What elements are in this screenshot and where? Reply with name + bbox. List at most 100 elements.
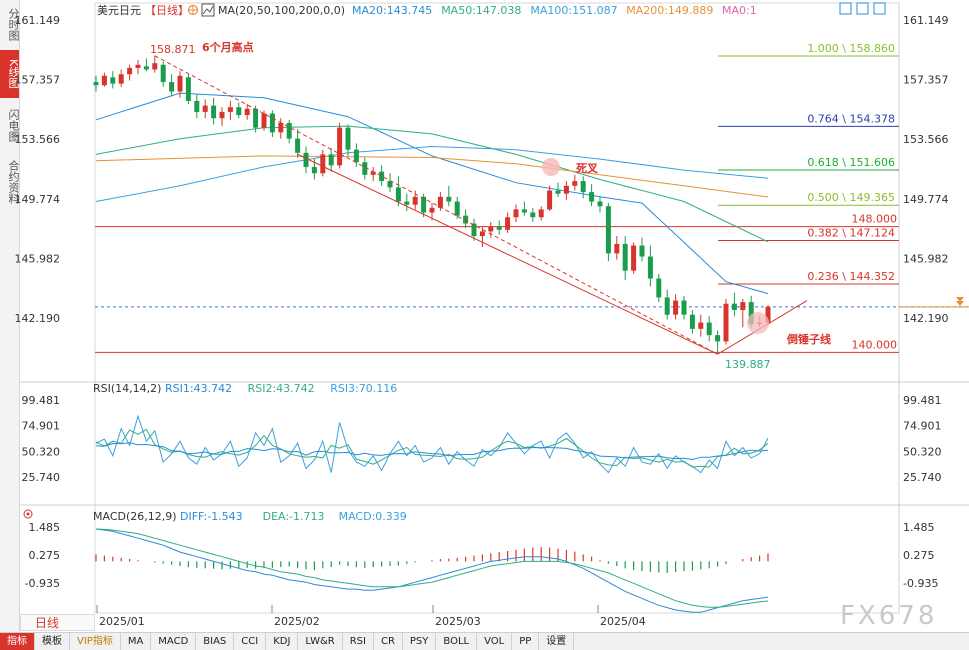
candle-body: [479, 231, 485, 237]
candle-body: [698, 322, 704, 329]
fib-label: 0.500 \ 149.365: [807, 191, 895, 204]
candle-body: [555, 190, 561, 194]
toolbar-tab[interactable]: LW&R: [298, 633, 343, 650]
key-levels: 148.000 140.000: [95, 213, 969, 353]
candle-body: [395, 187, 401, 202]
period-button[interactable]: 日线: [20, 614, 95, 631]
rsi-legend-item: RSI1:43.742: [165, 382, 232, 395]
time-label: 2025/01: [99, 615, 145, 628]
candle-body: [471, 223, 477, 237]
candle-body: [194, 100, 200, 112]
chart-area: 美元日元 【日线】 MA(20,50,100,200,0,0) MA20:143…: [15, 2, 969, 631]
candle-body: [286, 122, 292, 139]
candle-body: [353, 149, 359, 163]
tab-kline[interactable]: K线图: [0, 50, 20, 98]
macd-legend: DIFF:-1.543 DEA:-1.713 MACD:0.339: [180, 510, 407, 523]
candle-body: [614, 243, 620, 254]
fib-label: 0.764 \ 154.378: [807, 112, 895, 125]
toolbar-tab[interactable]: BOLL: [436, 633, 478, 650]
candle-body: [219, 111, 225, 119]
toolbar-tab[interactable]: 模板: [35, 633, 70, 650]
watermark: FX678: [840, 601, 937, 631]
hammer-label: 倒锤子线: [786, 332, 831, 346]
rsi-legend-item: RSI2:43.742: [248, 382, 315, 395]
macd-tick-left: 0.275: [29, 549, 61, 562]
tab-timeshare[interactable]: 分时图: [7, 7, 20, 41]
candle-body: [589, 192, 595, 202]
candle-body: [664, 297, 670, 315]
toolbar-tab[interactable]: CR: [374, 633, 403, 650]
rsi-legend-item: RSI3:70.116: [330, 382, 397, 395]
macd-tick-right: 0.275: [903, 549, 935, 562]
candle-body: [681, 300, 687, 315]
candle-body: [530, 212, 536, 218]
candle-body: [177, 75, 183, 92]
rsi-tick-right: 50.320: [903, 445, 942, 458]
macd-legend-item: DIFF:-1.543: [180, 510, 243, 523]
ma-legend-item: MA100:151.087: [530, 4, 617, 17]
toolbar-tab[interactable]: MACD: [151, 633, 197, 650]
toolbar-tab[interactable]: PSY: [403, 633, 437, 650]
candle-body: [202, 105, 208, 112]
candle-body: [597, 201, 603, 207]
price-tick-right: 157.357: [903, 74, 949, 87]
chart-tool-icon[interactable]: [201, 3, 215, 17]
candle-body: [328, 154, 334, 166]
toolbar-tab[interactable]: CCI: [234, 633, 267, 650]
ma-legend: MA20:143.745 MA50:147.038 MA100:151.087 MA2…: [352, 4, 757, 17]
toolbar-tab[interactable]: PP: [512, 633, 540, 650]
trend-lines: [154, 55, 808, 355]
price-axis-right: 161.149 157.357 153.566 149.774 145.982 142.1…: [903, 14, 949, 325]
candle-body: [706, 322, 712, 336]
toolbar-tab[interactable]: BIAS: [196, 633, 235, 650]
tab-contract-info[interactable]: 合约资料: [7, 160, 20, 204]
candle-body: [135, 64, 141, 68]
macd-icon[interactable]: [23, 509, 33, 519]
toolbar-tab[interactable]: KDJ: [266, 633, 299, 650]
candle-body: [463, 215, 469, 224]
toolbar-tab[interactable]: VIP指标: [70, 633, 121, 650]
candle-body: [236, 107, 242, 116]
time-label: 2025/02: [274, 615, 320, 628]
candlesticks: [93, 55, 771, 355]
settings-icon[interactable]: [187, 4, 199, 16]
macd-tick-left: -0.935: [25, 577, 60, 590]
window-icons: [839, 2, 886, 15]
candle-body: [765, 306, 771, 323]
candle-body: [404, 201, 410, 205]
toolbar-tab[interactable]: VOL: [477, 633, 513, 650]
toolbar-tab[interactable]: MA: [121, 633, 152, 650]
candle-body: [723, 303, 729, 342]
rsi3-line: [95, 442, 769, 461]
candle-body: [253, 108, 259, 128]
macd-tick-right: -0.935: [903, 577, 938, 590]
zoom-icon[interactable]: [856, 2, 869, 15]
tab-flash[interactable]: 闪电图: [7, 108, 20, 142]
rsi-tick-left: 99.481: [22, 394, 61, 407]
candle-body: [446, 196, 452, 202]
rsi-tick-left: 25.740: [22, 471, 61, 484]
maximize-icon[interactable]: [839, 2, 852, 15]
candle-body: [454, 201, 460, 216]
close-icon[interactable]: [873, 2, 886, 15]
macd-axis: 1.485 1.485 0.275 0.275 -0.935 -0.935: [25, 521, 939, 590]
candle-body: [244, 108, 250, 116]
toolbar-tab[interactable]: 指标: [0, 633, 35, 650]
candle-body: [295, 138, 301, 153]
candle-body: [647, 256, 653, 279]
candle-body: [303, 152, 309, 167]
toolbar-tab[interactable]: 设置: [539, 633, 575, 650]
price-tick-right: 142.190: [903, 312, 949, 325]
ma-line-ma100: [95, 145, 769, 202]
toolbar-tab[interactable]: RSI: [343, 633, 374, 650]
macd-legend-item: MACD:0.339: [339, 510, 407, 523]
candle-body: [320, 154, 326, 174]
macd-diff-line: [95, 528, 769, 613]
candle-body: [127, 67, 133, 75]
price-tick-left: 145.982: [15, 252, 61, 265]
candle-body: [673, 300, 679, 315]
candle-body: [572, 181, 578, 186]
candle-body: [488, 226, 494, 232]
candle-body: [211, 105, 217, 119]
macd-histogram: [95, 547, 769, 573]
